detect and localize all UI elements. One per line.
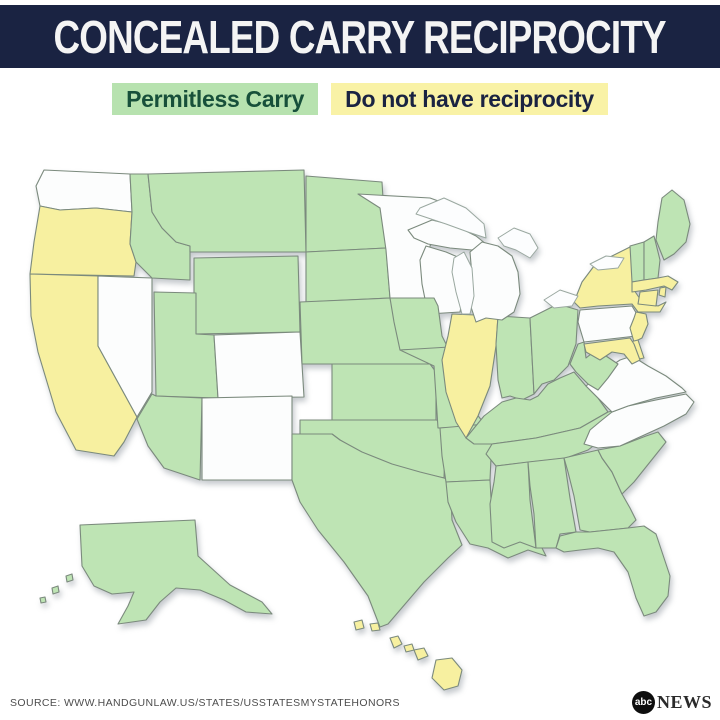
- lake-superior: [415, 197, 487, 239]
- state-in: [495, 315, 535, 401]
- state-nd: [305, 175, 387, 253]
- state-nm: [201, 395, 293, 481]
- state-az: [136, 393, 203, 481]
- state-ak-island-1: [65, 573, 74, 583]
- state-me: [655, 189, 691, 261]
- lake-erie: [543, 289, 579, 309]
- state-pa: [577, 305, 639, 343]
- abc-logo-icon: abc: [631, 691, 655, 714]
- state-hi-maui: [413, 647, 429, 661]
- lake-michigan: [451, 251, 475, 315]
- state-ia: [389, 297, 449, 351]
- state-ct: [637, 289, 659, 307]
- legend-label-permitless: Permitless Carry: [126, 85, 305, 112]
- state-wv: [569, 341, 619, 391]
- legend-item-permitless: Permitless Carry: [112, 83, 319, 115]
- title-bar: CONCEALED CARRY RECIPROCITY: [0, 5, 720, 68]
- state-nv: [97, 275, 153, 418]
- state-hi-kauai: [353, 619, 365, 631]
- legend-item-no-reciprocity: Do not have reciprocity: [331, 83, 608, 115]
- state-ms: [489, 461, 537, 549]
- state-ak: [79, 519, 273, 625]
- abc-news-logo: abc NEWS: [631, 691, 712, 714]
- state-ak-island-3: [39, 596, 47, 604]
- state-hi-big-island: [431, 657, 463, 691]
- state-ri: [658, 286, 667, 298]
- state-ak-island-2: [51, 585, 60, 595]
- lake-huron: [497, 227, 539, 259]
- state-tx: [291, 433, 463, 628]
- state-hi-molokai: [403, 643, 415, 653]
- state-hi-oahu: [389, 635, 403, 649]
- lake-ontario: [589, 255, 625, 271]
- state-ma: [631, 275, 679, 293]
- legend: Permitless Carry Do not have reciprocity: [0, 82, 720, 116]
- legend-label-no-reciprocity: Do not have reciprocity: [345, 85, 594, 112]
- state-nc: [583, 393, 695, 449]
- state-md: [583, 337, 641, 365]
- state-sc: [597, 431, 667, 495]
- abc-news-wordmark: NEWS: [656, 692, 712, 712]
- state-wy: [193, 255, 301, 335]
- state-fl: [555, 525, 671, 617]
- state-mt: [147, 169, 307, 253]
- state-nh: [643, 235, 661, 281]
- state-or: [29, 205, 137, 277]
- state-oh: [529, 303, 579, 395]
- state-ks: [331, 363, 437, 421]
- source-attribution: SOURCE: WWW.HANDGUNLAW.US/STATES/USSTATE…: [10, 697, 400, 709]
- state-vt: [629, 241, 645, 283]
- state-wa: [35, 169, 133, 213]
- state-mi-lower: [469, 241, 521, 323]
- state-hi-niihau: [369, 622, 381, 632]
- state-co: [213, 331, 305, 399]
- page-title: CONCEALED CARRY RECIPROCITY: [53, 10, 667, 63]
- state-sd: [305, 247, 391, 303]
